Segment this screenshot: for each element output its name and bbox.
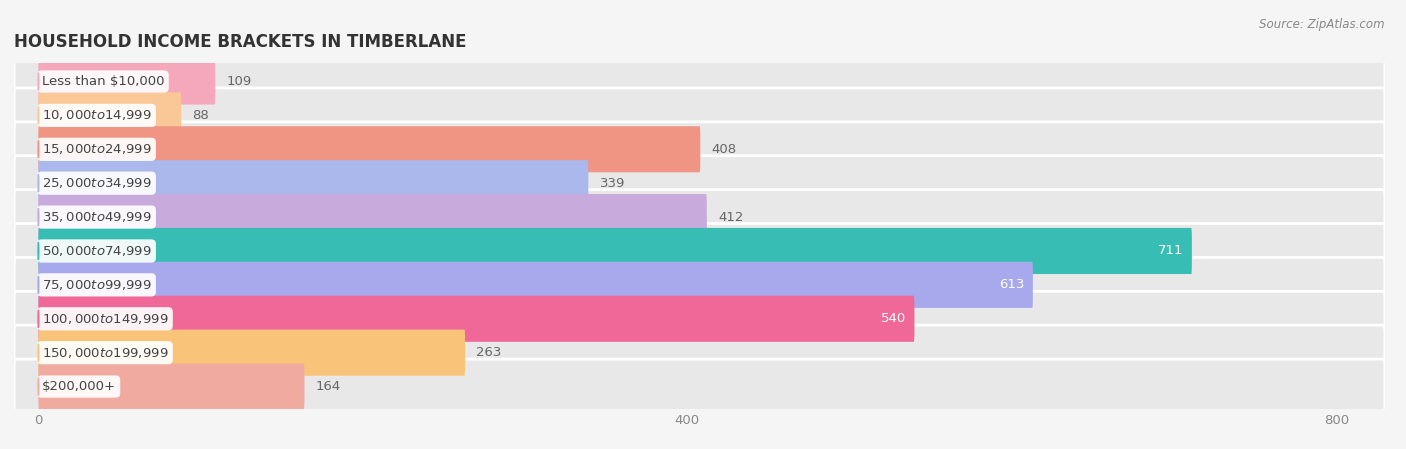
Text: $50,000 to $74,999: $50,000 to $74,999: [42, 244, 152, 258]
FancyBboxPatch shape: [14, 291, 1385, 346]
Text: $25,000 to $34,999: $25,000 to $34,999: [42, 176, 152, 190]
Text: $10,000 to $14,999: $10,000 to $14,999: [42, 108, 152, 123]
FancyBboxPatch shape: [14, 189, 1385, 245]
Text: 339: 339: [600, 177, 626, 189]
Text: $15,000 to $24,999: $15,000 to $24,999: [42, 142, 152, 156]
Text: $150,000 to $199,999: $150,000 to $199,999: [42, 346, 169, 360]
FancyBboxPatch shape: [38, 126, 700, 172]
FancyBboxPatch shape: [38, 296, 914, 342]
FancyBboxPatch shape: [14, 54, 1385, 109]
Text: 263: 263: [477, 346, 502, 359]
FancyBboxPatch shape: [38, 330, 465, 376]
Text: 613: 613: [1000, 278, 1025, 291]
FancyBboxPatch shape: [14, 257, 1385, 313]
FancyBboxPatch shape: [38, 262, 1033, 308]
Text: $75,000 to $99,999: $75,000 to $99,999: [42, 278, 152, 292]
FancyBboxPatch shape: [14, 122, 1385, 177]
FancyBboxPatch shape: [38, 58, 215, 105]
FancyBboxPatch shape: [14, 88, 1385, 143]
FancyBboxPatch shape: [38, 160, 588, 206]
Text: $200,000+: $200,000+: [42, 380, 115, 393]
FancyBboxPatch shape: [38, 194, 707, 240]
Text: 109: 109: [226, 75, 252, 88]
Text: HOUSEHOLD INCOME BRACKETS IN TIMBERLANE: HOUSEHOLD INCOME BRACKETS IN TIMBERLANE: [14, 33, 467, 51]
FancyBboxPatch shape: [14, 224, 1385, 278]
Text: 711: 711: [1159, 244, 1184, 257]
Text: Less than $10,000: Less than $10,000: [42, 75, 165, 88]
FancyBboxPatch shape: [14, 359, 1385, 414]
FancyBboxPatch shape: [14, 156, 1385, 211]
Text: 164: 164: [316, 380, 342, 393]
FancyBboxPatch shape: [38, 364, 305, 409]
Text: 540: 540: [882, 312, 907, 325]
Text: 412: 412: [718, 211, 744, 224]
FancyBboxPatch shape: [38, 228, 1192, 274]
Text: Source: ZipAtlas.com: Source: ZipAtlas.com: [1260, 18, 1385, 31]
FancyBboxPatch shape: [38, 92, 181, 138]
Text: $100,000 to $149,999: $100,000 to $149,999: [42, 312, 169, 326]
Text: 88: 88: [193, 109, 209, 122]
Text: 408: 408: [711, 143, 737, 156]
Text: $35,000 to $49,999: $35,000 to $49,999: [42, 210, 152, 224]
FancyBboxPatch shape: [14, 325, 1385, 380]
